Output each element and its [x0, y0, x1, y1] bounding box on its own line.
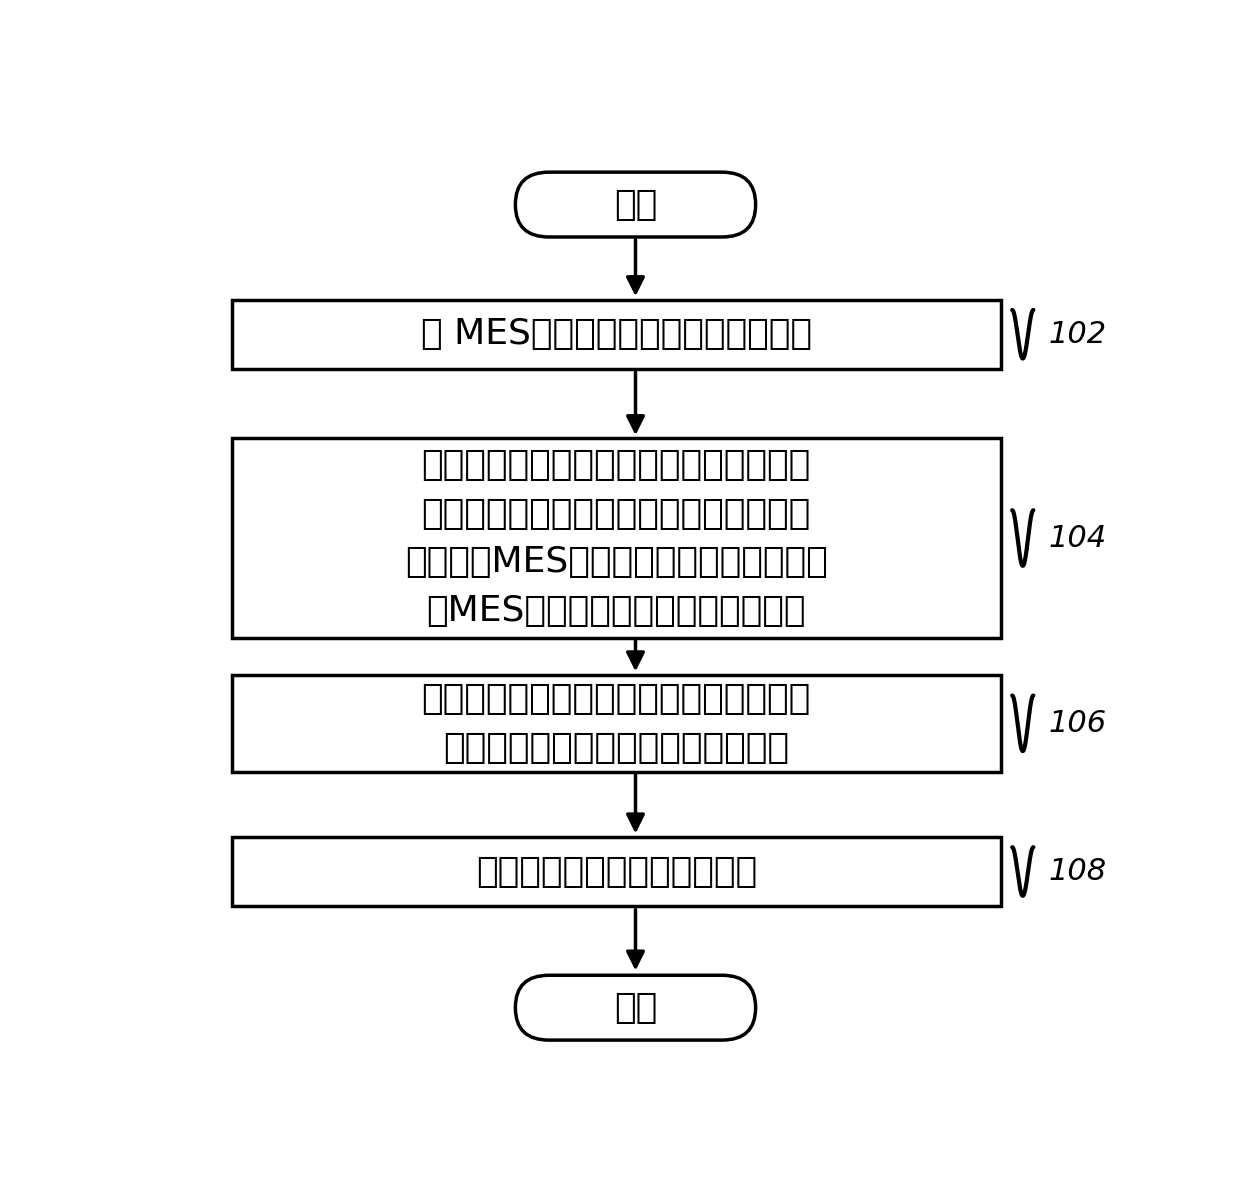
Text: 根据接收到的来自作业监测账户的创建命
令和半导体的生产数据，创建生产异常单
据，并向MES系统发送停止作业命令，以
供MES系统停止对半导体的生产过程: 根据接收到的来自作业监测账户的创建命 令和半导体的生产数据，创建生产异常单 据，…	[405, 448, 827, 628]
FancyBboxPatch shape	[232, 837, 1001, 906]
Text: 108: 108	[1049, 857, 1107, 887]
Text: 将半导体异常单据上传至管理账户，以供
在管理账户接收对半导体的处理指令: 将半导体异常单据上传至管理账户，以供 在管理账户接收对半导体的处理指令	[422, 682, 811, 765]
Text: 从 MES系统中获取半导体的生产数据: 从 MES系统中获取半导体的生产数据	[420, 318, 812, 351]
Text: 102: 102	[1049, 320, 1107, 349]
FancyBboxPatch shape	[232, 675, 1001, 772]
FancyBboxPatch shape	[516, 172, 755, 237]
FancyBboxPatch shape	[516, 976, 755, 1041]
Text: 106: 106	[1049, 709, 1107, 737]
Text: 执行来自管理账户的处理指令: 执行来自管理账户的处理指令	[476, 854, 756, 889]
Text: 104: 104	[1049, 523, 1107, 552]
FancyBboxPatch shape	[232, 300, 1001, 369]
Text: 开始: 开始	[614, 188, 657, 221]
Text: 结束: 结束	[614, 991, 657, 1025]
FancyBboxPatch shape	[232, 438, 1001, 638]
